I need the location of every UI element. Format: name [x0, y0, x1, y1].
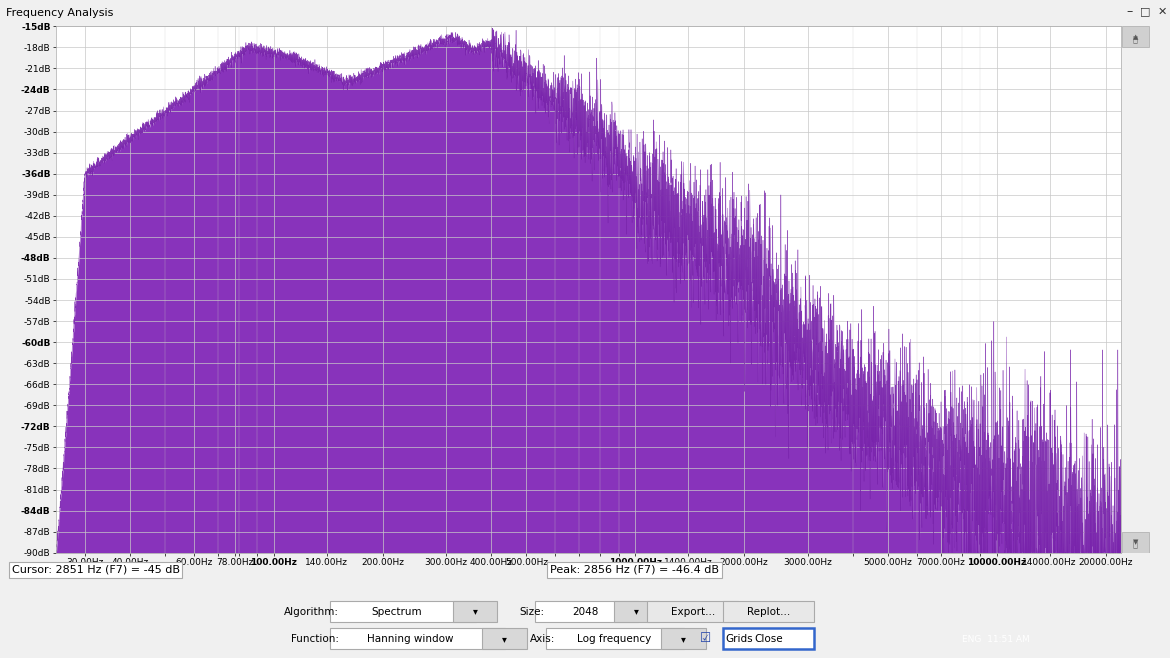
- Text: Replot...: Replot...: [748, 607, 790, 617]
- Text: Size:: Size:: [519, 607, 544, 617]
- Text: 🔍: 🔍: [1133, 35, 1137, 44]
- Text: Close: Close: [755, 634, 783, 644]
- Text: Export...: Export...: [670, 607, 715, 617]
- Text: 2048: 2048: [572, 607, 598, 617]
- Text: ▾: ▾: [634, 607, 639, 617]
- Text: ☑: ☑: [700, 632, 711, 645]
- Text: Function:: Function:: [291, 634, 339, 644]
- Text: Hanning window: Hanning window: [367, 634, 453, 644]
- FancyBboxPatch shape: [614, 601, 659, 622]
- Text: Cursor: 2851 Hz (F7) = -45 dB: Cursor: 2851 Hz (F7) = -45 dB: [12, 565, 180, 575]
- FancyBboxPatch shape: [661, 628, 706, 649]
- Text: ▾: ▾: [502, 634, 507, 644]
- Text: Frequency Analysis: Frequency Analysis: [6, 8, 113, 18]
- Text: □: □: [1141, 7, 1150, 16]
- FancyBboxPatch shape: [453, 601, 497, 622]
- FancyBboxPatch shape: [723, 628, 814, 649]
- Text: Spectrum: Spectrum: [372, 607, 422, 617]
- FancyBboxPatch shape: [723, 601, 814, 622]
- Text: ▾: ▾: [473, 607, 477, 617]
- Text: ENG  11:51 AM: ENG 11:51 AM: [962, 636, 1030, 644]
- Text: Peak: 2856 Hz (F7) = -46.4 dB: Peak: 2856 Hz (F7) = -46.4 dB: [550, 565, 718, 575]
- Text: Log frequency: Log frequency: [577, 634, 652, 644]
- FancyBboxPatch shape: [330, 601, 476, 622]
- Text: –: –: [1126, 5, 1133, 18]
- FancyBboxPatch shape: [647, 601, 738, 622]
- Text: 🔍: 🔍: [1133, 541, 1137, 549]
- Text: Algorithm:: Algorithm:: [284, 607, 339, 617]
- Bar: [1122, 532, 1149, 553]
- Text: Grids: Grids: [725, 634, 753, 644]
- Bar: [1122, 26, 1149, 47]
- FancyBboxPatch shape: [482, 628, 526, 649]
- Text: ▲: ▲: [1133, 34, 1138, 40]
- Text: ✕: ✕: [1157, 7, 1166, 16]
- FancyBboxPatch shape: [330, 628, 505, 649]
- FancyBboxPatch shape: [535, 601, 638, 622]
- Text: ▾: ▾: [681, 634, 686, 644]
- Text: ▼: ▼: [1133, 539, 1138, 545]
- FancyBboxPatch shape: [546, 628, 684, 649]
- Text: Axis:: Axis:: [530, 634, 556, 644]
